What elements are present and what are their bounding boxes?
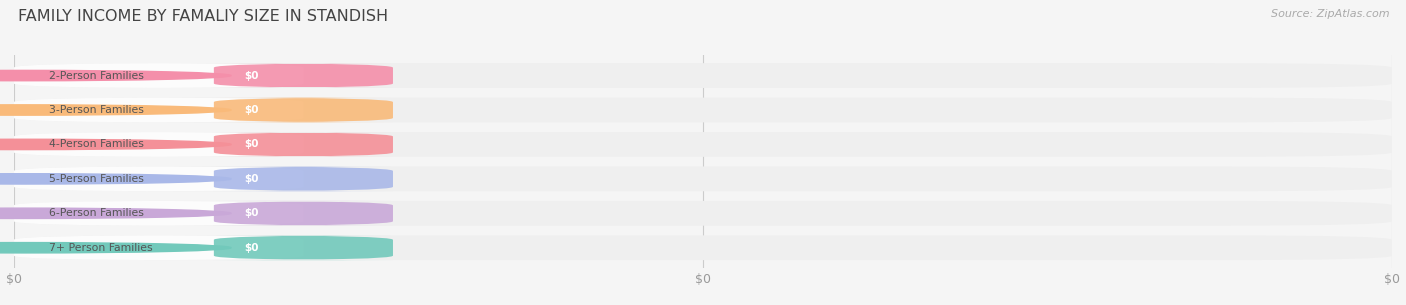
FancyBboxPatch shape bbox=[214, 167, 394, 191]
FancyBboxPatch shape bbox=[14, 63, 1392, 88]
FancyBboxPatch shape bbox=[214, 132, 394, 157]
Text: FAMILY INCOME BY FAMALIY SIZE IN STANDISH: FAMILY INCOME BY FAMALIY SIZE IN STANDIS… bbox=[18, 9, 388, 24]
Text: $0: $0 bbox=[245, 174, 259, 184]
FancyBboxPatch shape bbox=[14, 167, 1392, 191]
Text: 3-Person Families: 3-Person Families bbox=[48, 105, 143, 115]
Text: 7+ Person Families: 7+ Person Families bbox=[48, 243, 152, 253]
FancyBboxPatch shape bbox=[14, 167, 304, 191]
FancyBboxPatch shape bbox=[14, 235, 1392, 260]
Text: 4-Person Families: 4-Person Families bbox=[48, 139, 143, 149]
FancyBboxPatch shape bbox=[214, 235, 394, 260]
FancyBboxPatch shape bbox=[14, 201, 304, 226]
FancyBboxPatch shape bbox=[14, 98, 304, 122]
FancyBboxPatch shape bbox=[214, 98, 394, 122]
FancyBboxPatch shape bbox=[14, 132, 304, 157]
FancyBboxPatch shape bbox=[14, 63, 304, 88]
Text: $0: $0 bbox=[245, 208, 259, 218]
FancyBboxPatch shape bbox=[214, 201, 394, 226]
Circle shape bbox=[0, 174, 231, 184]
FancyBboxPatch shape bbox=[14, 235, 304, 260]
FancyBboxPatch shape bbox=[214, 63, 394, 88]
Circle shape bbox=[0, 208, 231, 218]
Text: $0: $0 bbox=[245, 139, 259, 149]
Text: 6-Person Families: 6-Person Families bbox=[48, 208, 143, 218]
Text: $0: $0 bbox=[245, 243, 259, 253]
Text: Source: ZipAtlas.com: Source: ZipAtlas.com bbox=[1271, 9, 1389, 19]
Circle shape bbox=[0, 70, 231, 81]
Text: 2-Person Families: 2-Person Families bbox=[48, 70, 143, 81]
Text: 5-Person Families: 5-Person Families bbox=[48, 174, 143, 184]
Text: $0: $0 bbox=[245, 105, 259, 115]
Circle shape bbox=[0, 242, 231, 253]
Text: $0: $0 bbox=[245, 70, 259, 81]
FancyBboxPatch shape bbox=[14, 201, 1392, 226]
FancyBboxPatch shape bbox=[14, 132, 1392, 157]
FancyBboxPatch shape bbox=[14, 98, 1392, 122]
Circle shape bbox=[0, 105, 231, 115]
Circle shape bbox=[0, 139, 231, 150]
